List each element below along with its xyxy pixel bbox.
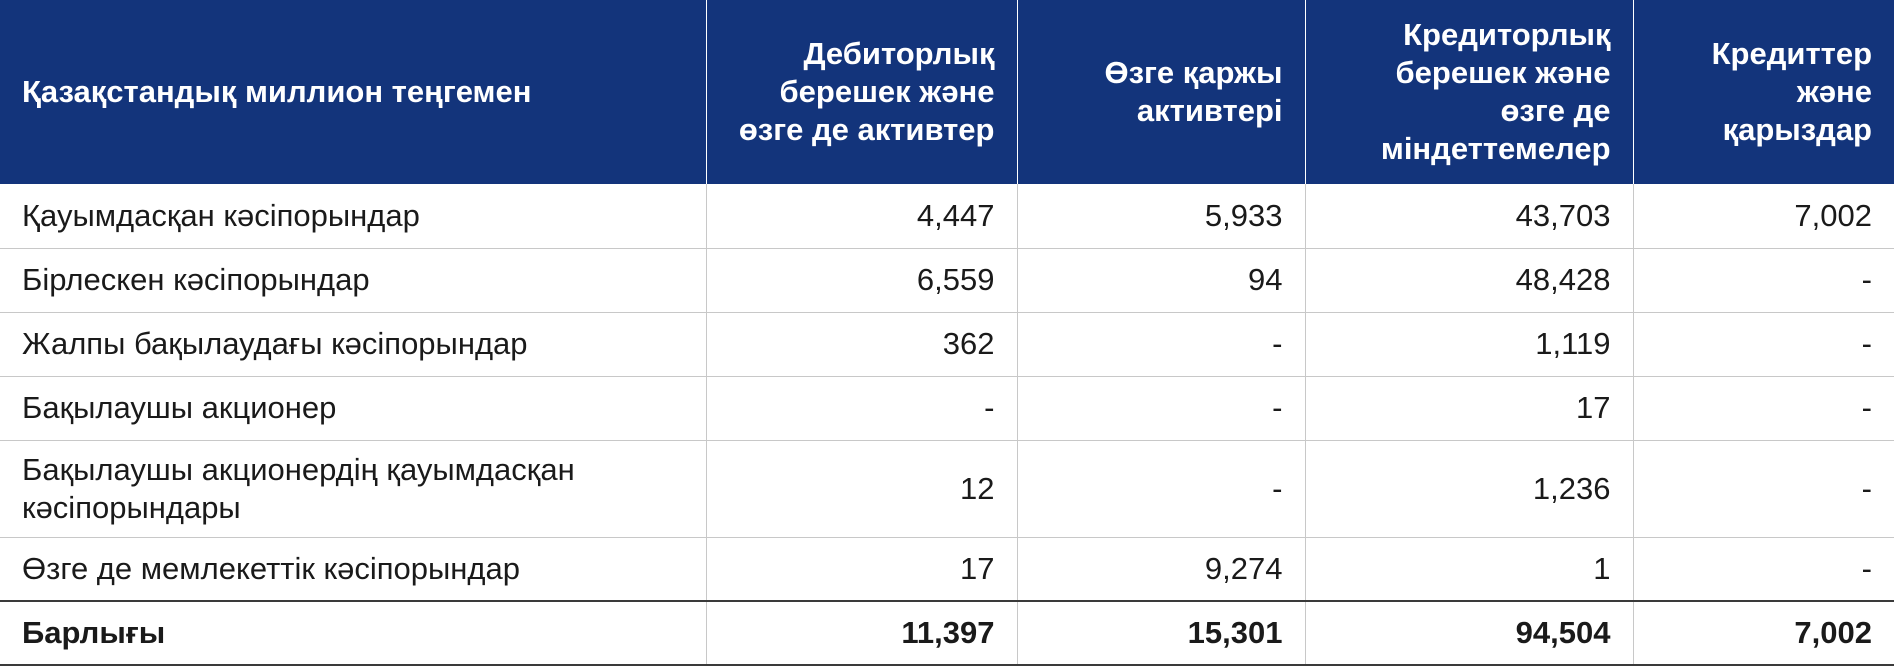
- cell-receivables: 12: [706, 440, 1018, 538]
- table-row: Өзге де мемлекеттік кәсіпорындар 17 9,27…: [0, 537, 1894, 602]
- cell-receivables: 362: [706, 312, 1018, 377]
- table-row: Жалпы бақылаудағы кәсіпорындар 362 - 1,1…: [0, 312, 1894, 377]
- table-row: Бақылаушы акционер - - 17 -: [0, 376, 1894, 441]
- cell-receivables: 17: [706, 537, 1018, 602]
- cell-receivables: -: [706, 376, 1018, 441]
- cell-other-financial-assets: -: [1017, 312, 1306, 377]
- header-other-financial-assets: Өзге қаржы активтері: [1017, 0, 1306, 184]
- cell-payables: 17: [1305, 376, 1634, 441]
- cell-other-financial-assets: 94: [1017, 248, 1306, 313]
- cell-receivables: 4,447: [706, 184, 1018, 249]
- cell-payables: 48,428: [1305, 248, 1634, 313]
- header-receivables: Дебиторлық берешек және өзге де активтер: [706, 0, 1018, 184]
- total-payables: 94,504: [1305, 600, 1634, 666]
- cell-loans: -: [1633, 248, 1894, 313]
- total-loans: 7,002: [1633, 600, 1894, 666]
- cell-payables: 1,236: [1305, 440, 1634, 538]
- cell-loans: 7,002: [1633, 184, 1894, 249]
- total-label: Барлығы: [0, 600, 707, 666]
- table-row: Бақылаушы акционердің қауымдасқан кәсіпо…: [0, 440, 1894, 538]
- header-loans: Кредиттер және қарыздар: [1633, 0, 1894, 184]
- cell-payables: 43,703: [1305, 184, 1634, 249]
- cell-other-financial-assets: 5,933: [1017, 184, 1306, 249]
- cell-loans: -: [1633, 312, 1894, 377]
- header-payables: Кредиторлық берешек және өзге де міндетт…: [1305, 0, 1634, 184]
- cell-other-financial-assets: -: [1017, 376, 1306, 441]
- total-other-financial-assets: 15,301: [1017, 600, 1306, 666]
- header-units: Қазақстандық миллион теңгемен: [0, 0, 707, 184]
- cell-payables: 1: [1305, 537, 1634, 602]
- header-row: Қазақстандық миллион теңгемен Дебиторлық…: [0, 0, 1894, 184]
- table-body: Қауымдасқан кәсіпорындар 4,447 5,933 43,…: [0, 184, 1894, 666]
- table-row: Қауымдасқан кәсіпорындар 4,447 5,933 43,…: [0, 184, 1894, 249]
- table-row: Бірлескен кәсіпорындар 6,559 94 48,428 -: [0, 248, 1894, 313]
- table-header: Қазақстандық миллион теңгемен Дебиторлық…: [0, 0, 1894, 184]
- cell-payables: 1,119: [1305, 312, 1634, 377]
- row-label: Бақылаушы акционердің қауымдасқан кәсіпо…: [0, 440, 707, 538]
- cell-other-financial-assets: -: [1017, 440, 1306, 538]
- cell-loans: -: [1633, 376, 1894, 441]
- cell-loans: -: [1633, 537, 1894, 602]
- row-label: Өзге де мемлекеттік кәсіпорындар: [0, 537, 707, 602]
- cell-other-financial-assets: 9,274: [1017, 537, 1306, 602]
- row-label: Қауымдасқан кәсіпорындар: [0, 184, 707, 249]
- row-label: Бірлескен кәсіпорындар: [0, 248, 707, 313]
- cell-receivables: 6,559: [706, 248, 1018, 313]
- total-row: Барлығы 11,397 15,301 94,504 7,002: [0, 600, 1894, 666]
- row-label: Бақылаушы акционер: [0, 376, 707, 441]
- total-receivables: 11,397: [706, 600, 1018, 666]
- cell-loans: -: [1633, 440, 1894, 538]
- row-label: Жалпы бақылаудағы кәсіпорындар: [0, 312, 707, 377]
